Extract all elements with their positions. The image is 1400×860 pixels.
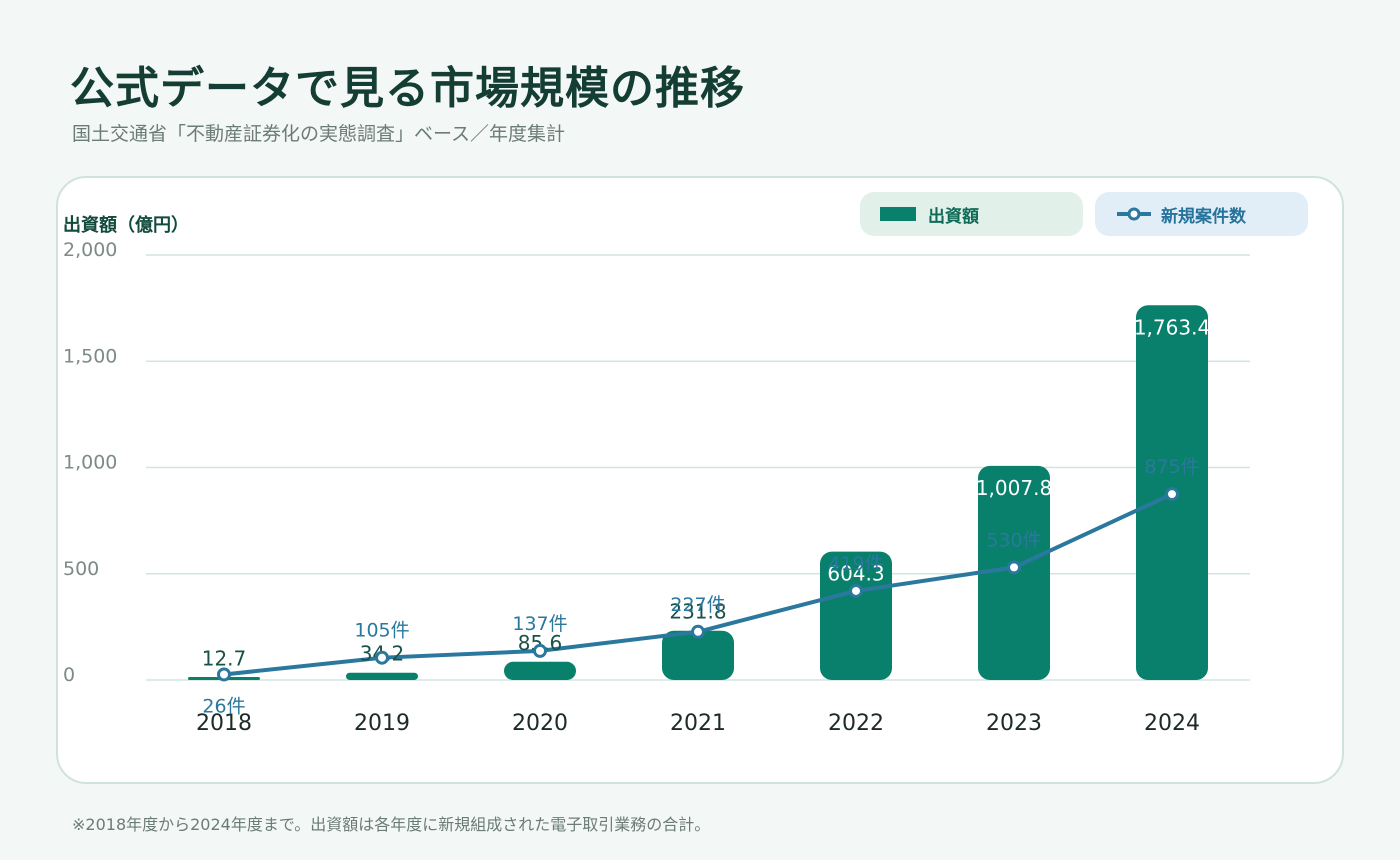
point-label: 26件 bbox=[202, 695, 245, 717]
line-swatch-icon bbox=[1117, 207, 1151, 221]
bar-2022 bbox=[820, 551, 892, 680]
point-marker-2022 bbox=[849, 583, 863, 598]
legend-item-cases[interactable]: 新規案件数 bbox=[1095, 192, 1308, 236]
point-marker-2018 bbox=[217, 667, 231, 682]
x-tick-label: 2018 bbox=[196, 711, 252, 736]
point-marker-2023 bbox=[1007, 560, 1021, 575]
bar-value-label: 604.3 bbox=[827, 562, 884, 586]
point-marker-2024 bbox=[1165, 487, 1179, 502]
footnote: ※2018年度から2024年度まで。出資額は各年度に新規組成された電子取引業務の… bbox=[72, 815, 711, 834]
legend-label-cases: 新規案件数 bbox=[1161, 206, 1246, 227]
bar-swatch-icon bbox=[880, 207, 916, 221]
point-marker-2020 bbox=[533, 643, 547, 658]
y-tick-label: 0 bbox=[63, 664, 75, 686]
bar-2020 bbox=[504, 661, 576, 680]
x-tick-label: 2024 bbox=[1144, 711, 1200, 736]
point-label: 137件 bbox=[512, 613, 567, 635]
y-axis-title: 出資額（億円） bbox=[63, 214, 189, 236]
x-tick-label: 2022 bbox=[828, 711, 884, 736]
point-marker-2021 bbox=[691, 624, 705, 639]
point-label: 419件 bbox=[828, 553, 883, 575]
point-label: 105件 bbox=[354, 620, 409, 642]
bar-2019 bbox=[346, 672, 418, 680]
x-tick-label: 2020 bbox=[512, 711, 568, 736]
y-tick-label: 1,500 bbox=[63, 345, 117, 367]
y-tick-label: 500 bbox=[63, 558, 99, 580]
bar-value-label: 231.8 bbox=[669, 600, 726, 624]
legend-item-investment[interactable]: 出資額 bbox=[860, 192, 1083, 236]
y-tick-label: 1,000 bbox=[63, 452, 117, 474]
legend-label-investment: 出資額 bbox=[928, 206, 979, 227]
bar-value-label: 1,007.8 bbox=[976, 476, 1052, 500]
point-label: 530件 bbox=[986, 529, 1041, 551]
point-marker-2019 bbox=[375, 650, 389, 665]
page-title: 公式データで見る市場規模の推移 bbox=[70, 63, 745, 114]
point-label: 875件 bbox=[1144, 456, 1199, 478]
x-tick-label: 2021 bbox=[670, 711, 726, 736]
x-tick-label: 2023 bbox=[986, 711, 1042, 736]
bar-value-label: 12.7 bbox=[202, 646, 247, 670]
page-subtitle: 国土交通省「不動産証券化の実態調査」ベース／年度集計 bbox=[72, 123, 566, 145]
bar-2021 bbox=[662, 630, 734, 680]
x-tick-label: 2019 bbox=[354, 711, 410, 736]
chart-card bbox=[56, 176, 1344, 784]
point-label: 227件 bbox=[670, 594, 725, 616]
bar-value-label: 1,763.4 bbox=[1134, 315, 1210, 339]
y-tick-label: 2,000 bbox=[63, 239, 117, 261]
